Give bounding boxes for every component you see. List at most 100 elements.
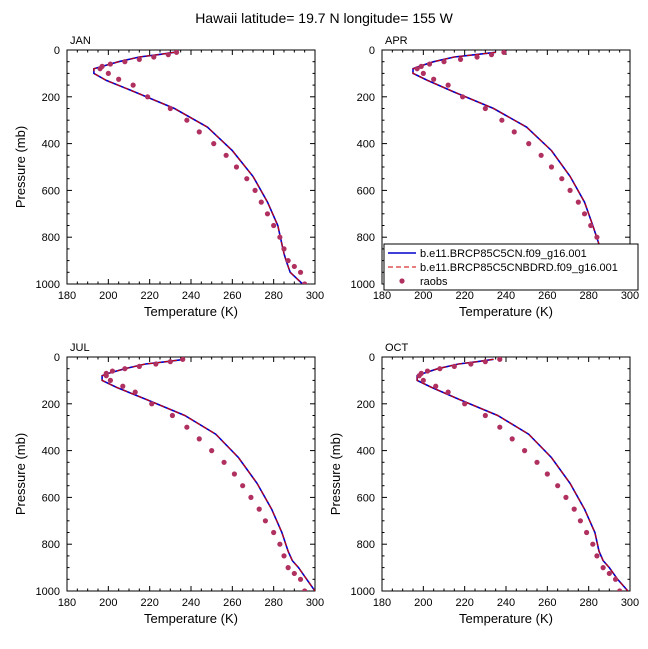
y-tick-label: 400 — [357, 446, 375, 458]
raobs-point — [501, 50, 507, 55]
raobs-point — [105, 70, 111, 76]
x-tick-label: 280 — [264, 597, 282, 609]
raobs-point — [441, 59, 447, 65]
panel-jan: 180 200 220 240 260 280 300 0 200 400 600 800 1000 Te… — [13, 35, 324, 319]
y-tick-label: 600 — [42, 185, 60, 197]
raobs-point — [594, 553, 600, 559]
figure-title: Hawaii latitude= 19.7 N longitude= 155 W — [195, 10, 453, 26]
raobs-point — [445, 389, 451, 395]
x-tick-label: 240 — [497, 597, 515, 609]
raobs-point — [285, 258, 291, 264]
y-tick-label: 600 — [357, 492, 375, 504]
x-tick-label: 300 — [621, 597, 639, 609]
raobs-point — [594, 234, 600, 240]
plot-area — [416, 357, 629, 591]
raobs-point — [548, 164, 555, 170]
raobs-point — [555, 483, 561, 489]
raobs-point — [211, 141, 217, 147]
y-tick-label: 1000 — [351, 279, 375, 291]
x-tick-label: 220 — [455, 597, 473, 609]
panel-label: OCT — [385, 342, 409, 354]
x-tick-label: 200 — [99, 597, 117, 609]
x-tick-label: 300 — [306, 290, 324, 302]
raobs-point — [511, 129, 517, 135]
raobs-point — [136, 363, 142, 369]
raobs-point — [460, 94, 466, 100]
raobs-point — [426, 61, 433, 67]
raobs-point — [244, 176, 250, 182]
x-axis-title: Temperature (K) — [144, 611, 238, 626]
x-tick-label: 280 — [264, 290, 282, 302]
raobs-point — [167, 359, 173, 365]
y-tick-label: 200 — [357, 92, 375, 104]
raobs-point — [482, 359, 488, 365]
raobs-point — [285, 565, 291, 571]
y-tick-label: 800 — [357, 232, 375, 244]
legend-label: b.e11.BRCP85C5CN.f09_g16.001 — [420, 248, 587, 260]
y-tick-label: 800 — [357, 539, 375, 551]
y-tick-label: 0 — [369, 45, 375, 57]
raobs-point — [151, 54, 157, 60]
raobs-point — [526, 141, 532, 147]
raobs-point — [420, 377, 426, 383]
raobs-point — [617, 588, 623, 591]
y-tick-label: 0 — [54, 352, 60, 364]
raobs-point — [240, 483, 246, 489]
raobs-point — [544, 471, 550, 477]
raobs-point — [122, 366, 128, 372]
raobs-point — [418, 63, 424, 69]
raobs-point — [302, 281, 308, 284]
y-tick-label: 600 — [357, 185, 375, 197]
raobs-point — [534, 459, 540, 465]
x-tick-label: 220 — [455, 290, 473, 302]
x-axis-title: Temperature (K) — [459, 304, 553, 319]
raobs-point — [281, 246, 287, 252]
x-tick-label: 280 — [579, 290, 597, 302]
raobs-point — [184, 424, 190, 430]
legend-label: raobs — [420, 276, 448, 288]
raobs-point — [577, 518, 584, 524]
raobs-point — [482, 412, 488, 419]
x-tick-label: 180 — [373, 290, 391, 302]
raobs-point — [231, 471, 237, 477]
raobs-point — [581, 211, 588, 217]
raobs-point — [567, 187, 573, 193]
raobs-point — [145, 94, 151, 100]
plot-frame — [381, 356, 631, 592]
raobs-point — [297, 269, 304, 275]
panel-label: JAN — [70, 35, 91, 47]
raobs-point — [103, 373, 109, 379]
x-tick-label: 240 — [497, 290, 515, 302]
raobs-point — [488, 52, 495, 58]
raobs-point — [277, 541, 283, 547]
y-tick-label: 600 — [42, 492, 60, 504]
raobs-point — [277, 234, 283, 240]
raobs-point — [509, 436, 515, 442]
series-line-bdrd — [101, 358, 315, 591]
raobs-point — [302, 588, 308, 591]
raobs-point — [109, 368, 116, 374]
raobs-point — [612, 576, 619, 582]
y-tick-label: 200 — [42, 399, 60, 411]
y-axis-title: Pressure (mb) — [328, 433, 343, 515]
x-tick-label: 180 — [58, 290, 76, 302]
raobs-point — [116, 76, 122, 82]
raobs-point — [462, 401, 468, 407]
panel-jul: 180 200 220 240 260 280 300 0 200 400 600 800 1000 Te… — [13, 342, 324, 626]
raobs-point — [482, 105, 488, 112]
raobs-point — [445, 82, 451, 88]
raobs-point — [120, 383, 126, 389]
x-tick-label: 180 — [373, 597, 391, 609]
y-tick-label: 800 — [42, 539, 60, 551]
y-tick-label: 1000 — [36, 586, 60, 598]
raobs-point — [522, 448, 528, 454]
legend-label: b.e11.BRCP85C5CNBDRD.f09_g16.001 — [420, 262, 618, 274]
x-tick-label: 300 — [306, 597, 324, 609]
raobs-point — [281, 553, 287, 559]
series-line-bdrd — [93, 51, 303, 284]
legend-box — [383, 243, 639, 291]
x-tick-label: 200 — [414, 597, 432, 609]
raobs-point — [271, 529, 277, 536]
raobs-point — [414, 66, 420, 72]
raobs-point — [209, 448, 215, 454]
